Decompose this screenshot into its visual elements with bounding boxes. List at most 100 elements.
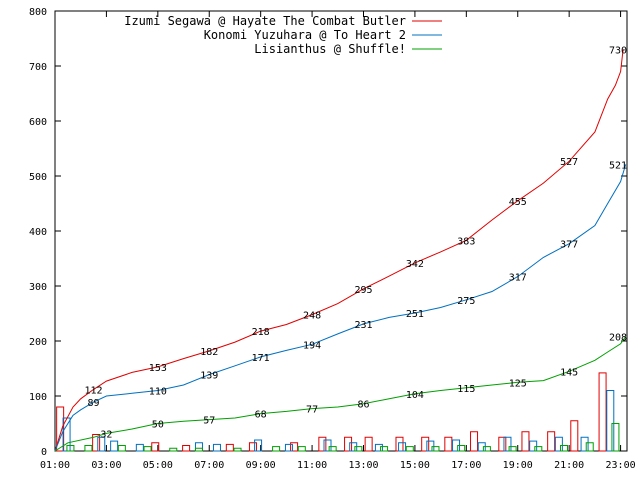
y-tick-label: 200 [29, 337, 47, 348]
x-tick-label: 01:00 [40, 460, 70, 471]
hourly-bar [560, 445, 569, 452]
data-label: 248 [303, 311, 321, 322]
legend: Izumi Segawa @ Hayate The Combat ButlerK… [124, 14, 442, 56]
hourly-bar [457, 445, 466, 452]
data-label: 89 [88, 398, 100, 409]
legend-entry-label: Lisianthus @ Shuffle! [254, 42, 406, 56]
series-lines [54, 49, 627, 452]
data-label: 171 [252, 353, 270, 364]
hourly-bar [534, 446, 543, 452]
hourly-bar [225, 443, 234, 452]
y-tick-label: 0 [41, 447, 47, 458]
x-tick-label: 17:00 [451, 460, 481, 471]
hourly-bar [182, 445, 191, 452]
hourly-bar [431, 446, 440, 452]
hourly-bar [254, 439, 263, 452]
x-tick-label: 15:00 [400, 460, 430, 471]
x-axis: 01:00 03:00 05:00 07:00 09:00 11:00 13:00 15:00… [40, 11, 636, 471]
hourly-bar [470, 431, 479, 452]
data-label: 139 [200, 371, 218, 382]
hourly-bar [284, 443, 293, 452]
x-tick-label: 19:00 [503, 460, 533, 471]
hourly-bar [354, 446, 363, 452]
data-label: 275 [457, 296, 475, 307]
hourly-bar [380, 446, 389, 452]
data-label: 377 [560, 240, 578, 251]
x-tick-label: 11:00 [297, 460, 327, 471]
data-label: 125 [509, 378, 527, 389]
hourly-bar [323, 439, 332, 452]
data-label: 145 [560, 367, 578, 378]
x-tick-label: 07:00 [194, 460, 224, 471]
hourly-bar [374, 443, 383, 452]
series-line [54, 336, 627, 452]
data-label: 194 [303, 340, 321, 351]
data-label: 730 [609, 46, 627, 57]
hourly-bar [580, 436, 589, 452]
data-label: 208 [609, 333, 627, 344]
data-label: 50 [152, 420, 164, 431]
data-label: 521 [609, 160, 627, 171]
data-label: 32 [100, 429, 112, 440]
x-tick-label: 03:00 [91, 460, 121, 471]
hourly-bar [97, 436, 106, 452]
hourly-bar [405, 446, 414, 452]
data-label: 231 [354, 320, 372, 331]
hourly-bar [421, 436, 430, 452]
hourly-bar [110, 440, 119, 452]
x-tick-label: 13:00 [348, 460, 378, 471]
x-tick-label: 09:00 [246, 460, 276, 471]
hourly-bar [585, 442, 594, 452]
hourly-bar [570, 420, 579, 452]
data-label: 77 [306, 405, 318, 416]
data-label: 182 [200, 347, 218, 358]
data-label: 115 [457, 384, 475, 395]
hourly-bar [297, 446, 306, 452]
hourly-bar [151, 442, 160, 452]
legend-entry-label: Izumi Segawa @ Hayate The Combat Butler [124, 14, 406, 28]
data-label: 112 [85, 385, 103, 396]
hourly-bar [503, 436, 512, 452]
hourly-bar [194, 442, 203, 452]
hourly-bar [272, 446, 281, 452]
hourly-bar [606, 390, 615, 452]
data-label: 527 [560, 157, 578, 168]
hourly-bar [135, 443, 144, 452]
hourly-bar [212, 443, 221, 452]
hourly-bar [194, 447, 203, 452]
hourly-bar [598, 372, 607, 452]
hourly-bar [66, 445, 75, 452]
hourly-bar [426, 440, 435, 452]
hourly-bar [482, 446, 491, 452]
hourly-bar [233, 447, 242, 452]
hourly-bar [344, 436, 353, 452]
legend-entry-label: Konomi Yuzuhara @ To Heart 2 [204, 28, 406, 42]
data-label: 251 [406, 309, 424, 320]
series-line [54, 49, 624, 452]
hourly-bar [547, 431, 556, 452]
hourly-bars [56, 372, 620, 452]
x-tick-label: 21:00 [554, 460, 584, 471]
hourly-bar [318, 436, 327, 452]
y-tick-label: 300 [29, 282, 47, 293]
data-label: 383 [457, 236, 475, 247]
x-tick-label: 23:00 [606, 460, 636, 471]
hourly-bar [521, 431, 530, 452]
data-label: 455 [509, 197, 527, 208]
data-label: 218 [252, 327, 270, 338]
hourly-bar [92, 434, 101, 452]
plot-frame [54, 10, 628, 452]
y-tick-label: 600 [29, 117, 47, 128]
data-label: 104 [406, 390, 424, 401]
y-tick-label: 500 [29, 172, 47, 183]
y-tick-label: 100 [29, 392, 47, 403]
hourly-bar [84, 445, 93, 452]
hourly-bar [398, 442, 407, 452]
hourly-bar [143, 446, 152, 452]
hourly-bar [498, 436, 507, 452]
hourly-bar [508, 446, 517, 452]
hourly-bar [290, 442, 299, 452]
data-label: 153 [149, 363, 167, 374]
hourly-bar [248, 442, 257, 452]
data-labels: 112 153 182 218 248 295 342 383 455 527 730 89 110 13… [85, 46, 628, 441]
